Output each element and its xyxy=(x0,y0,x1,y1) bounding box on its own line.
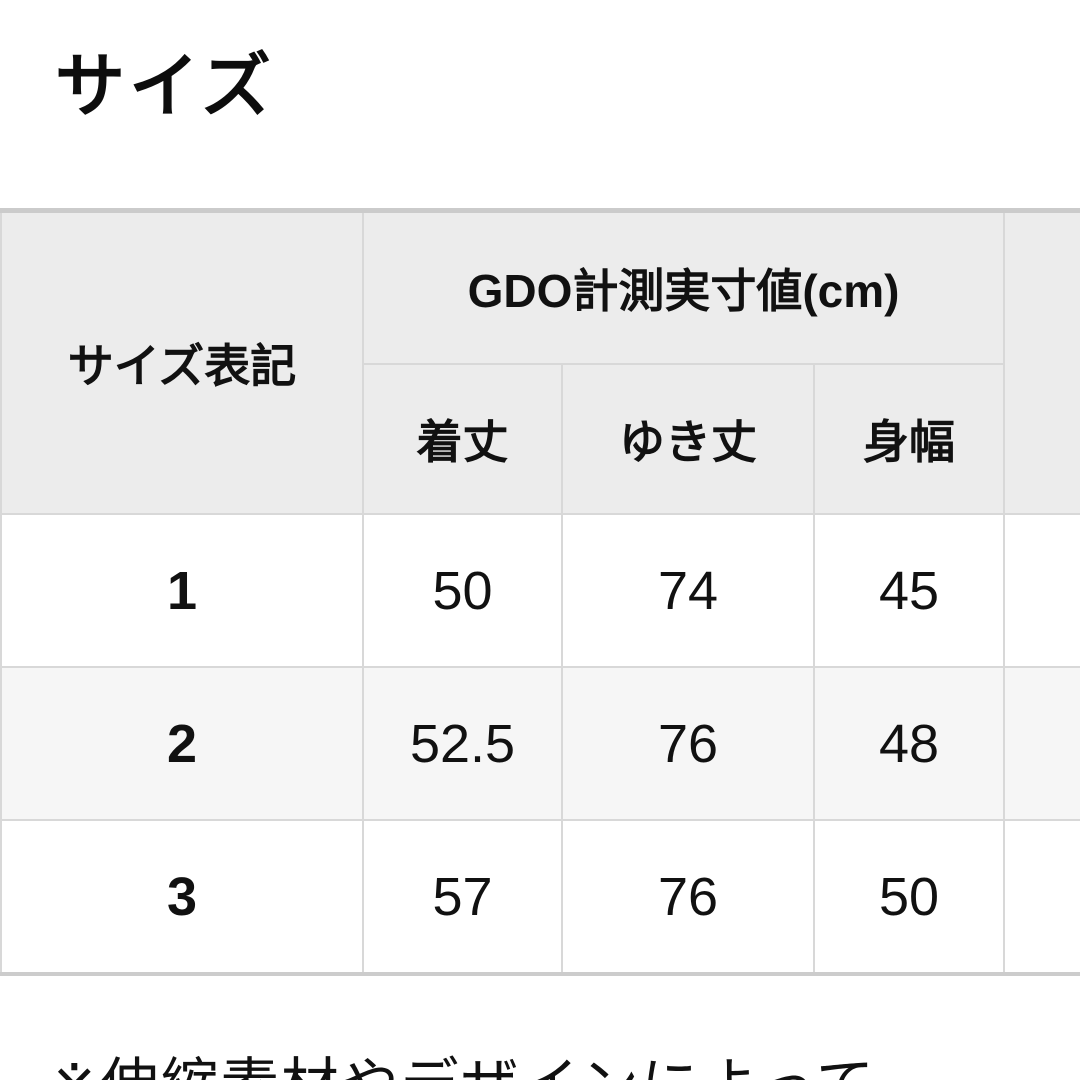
body-width-cell: 48 xyxy=(812,666,1006,821)
table-row: 1 50 74 45 身 xyxy=(0,513,1080,668)
size-cell: 1 xyxy=(0,513,364,668)
body-width-cell: 50 xyxy=(812,819,1006,975)
measurements-group-header: GDO計測実寸値(cm) xyxy=(361,209,1006,365)
cutoff-cell: 身 xyxy=(1003,513,1080,668)
table-row: 2 52.5 76 48 身 xyxy=(0,666,1080,821)
body-width-cell: 45 xyxy=(812,513,1006,668)
size-spec-table: サイズ表記 GDO計測実寸値(cm) 着丈 ゆき丈 身幅 1 50 74 45 … xyxy=(0,208,1080,976)
page-title: サイズ xyxy=(55,47,275,125)
column-header-sleeve-length: ゆき丈 xyxy=(561,363,815,515)
cutoff-column-header xyxy=(1003,209,1080,515)
size-cell: 3 xyxy=(0,819,364,975)
cutoff-cell: 身 xyxy=(1003,819,1080,975)
body-length-cell: 50 xyxy=(362,513,563,668)
sleeve-length-cell: 74 xyxy=(561,513,815,668)
table-header-row-1: サイズ表記 GDO計測実寸値(cm) xyxy=(0,209,1080,515)
sleeve-length-cell: 76 xyxy=(561,819,815,975)
size-notation-header: サイズ表記 xyxy=(0,209,364,515)
body-length-cell: 57 xyxy=(362,819,563,975)
body-length-cell: 52.5 xyxy=(362,666,563,821)
size-disclaimer-note: ※伸縮素材やデザインによって xyxy=(50,1038,876,1080)
size-cell: 2 xyxy=(0,666,364,821)
cutoff-cell: 身 xyxy=(1003,666,1080,821)
table-header-row-2: 着丈 ゆき丈 身幅 xyxy=(1,363,1080,515)
table-row: 3 57 76 50 身 xyxy=(0,819,1080,975)
column-header-body-width: 身幅 xyxy=(812,363,1006,515)
sleeve-length-cell: 76 xyxy=(561,666,815,821)
column-header-body-length: 着丈 xyxy=(362,363,563,515)
